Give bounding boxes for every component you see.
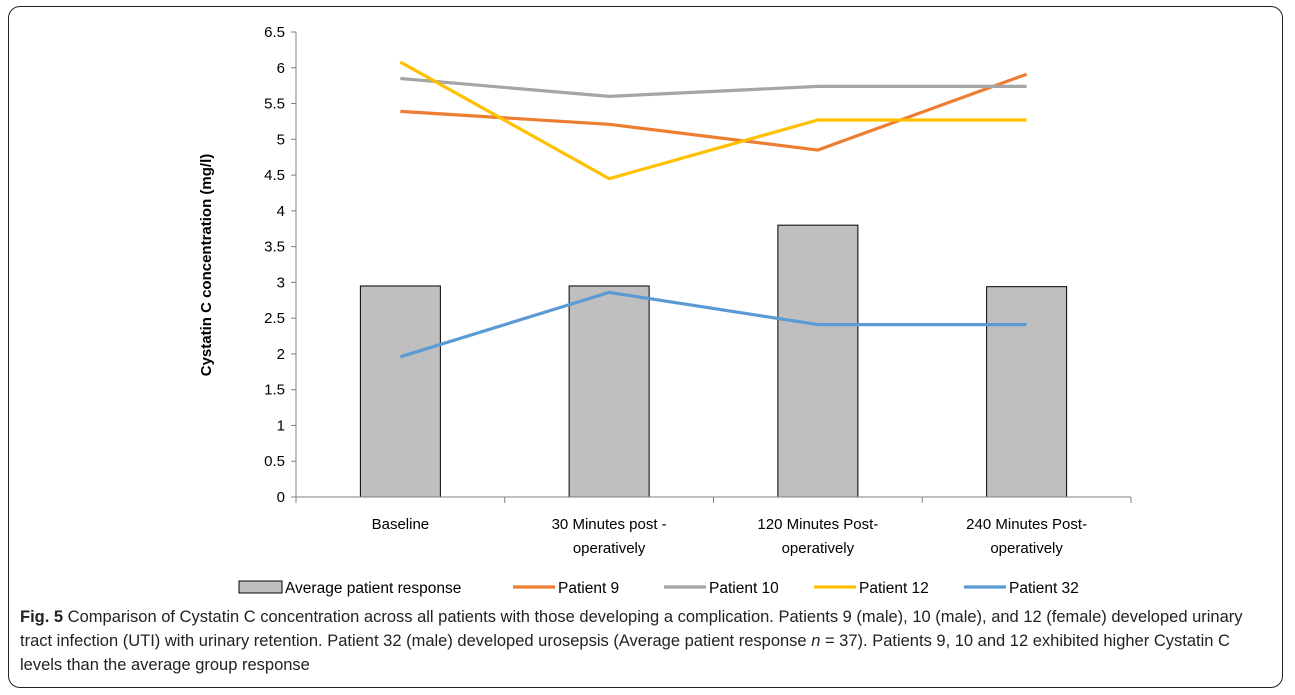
caption-n-symbol: n [811, 632, 821, 650]
y-tick-label-0: 0 [277, 489, 285, 506]
caption-label: Fig. 5 [20, 608, 64, 626]
bar-average-0 [359, 285, 441, 498]
bar-average-1 [568, 285, 650, 498]
y-tick-label-8: 4 [277, 203, 285, 220]
y-tick-label-7: 3.5 [264, 239, 285, 256]
bar-average-3 [986, 286, 1068, 498]
y-tick-label-3: 1.5 [264, 382, 285, 399]
x-tick-label-1-0: 30 Minutes post - [552, 516, 667, 533]
line-patient-series-1 [400, 76, 1027, 98]
y-tick-label-9: 4.5 [264, 167, 285, 184]
x-tick-label-0-0: Baseline [372, 516, 430, 533]
y-axis-title: Cystatin C concentration (mg/l) [198, 154, 215, 377]
legend-swatch-average [238, 580, 283, 594]
y-tick-label-2: 1 [277, 417, 285, 434]
legend-label-series-3: Patient 32 [1009, 580, 1079, 597]
y-tick-label-13: 6.5 [264, 24, 285, 41]
y-tick-label-1: 0.5 [264, 453, 285, 470]
x-tick-label-1-1: operatively [573, 540, 646, 557]
caption-text-2: = 37). Patients 9, 10 and 12 exhibited h… [20, 632, 1230, 674]
legend-label-average: Average patient response [285, 580, 461, 597]
legend-label-series-1: Patient 10 [709, 580, 779, 597]
y-tick-label-10: 5 [277, 131, 285, 148]
caption-text-1: Comparison of Cystatin C concentration a… [20, 608, 1243, 650]
legend-label-series-0: Patient 9 [558, 580, 619, 597]
line-patient-series-3 [399, 290, 1027, 359]
cystatin-chart: 0 0.5 1 1.5 2 2.5 3 3.5 4 4.5 5 5.5 6 6.5 Baseline 30 M… [198, 24, 1132, 597]
y-tick-label-12: 6 [277, 60, 285, 77]
x-tick-label-2-0: 120 Minutes Post- [757, 516, 878, 533]
x-tick-label-2-1: operatively [782, 540, 855, 557]
x-tick-label-3-1: operatively [990, 540, 1063, 557]
bar-average-2 [777, 224, 859, 498]
line-patient-series-0 [400, 72, 1028, 152]
figure-caption: Fig. 5 Comparison of Cystatin C concentr… [20, 605, 1270, 677]
y-tick-label-4: 2 [277, 346, 285, 363]
line-patient-series-2 [399, 60, 1027, 181]
y-tick-label-6: 3 [277, 274, 285, 291]
y-tick-label-11: 5.5 [264, 96, 285, 113]
y-tick-label-5: 2.5 [264, 310, 285, 327]
x-tick-label-3-0: 240 Minutes Post- [966, 516, 1087, 533]
legend-label-series-2: Patient 12 [859, 580, 929, 597]
